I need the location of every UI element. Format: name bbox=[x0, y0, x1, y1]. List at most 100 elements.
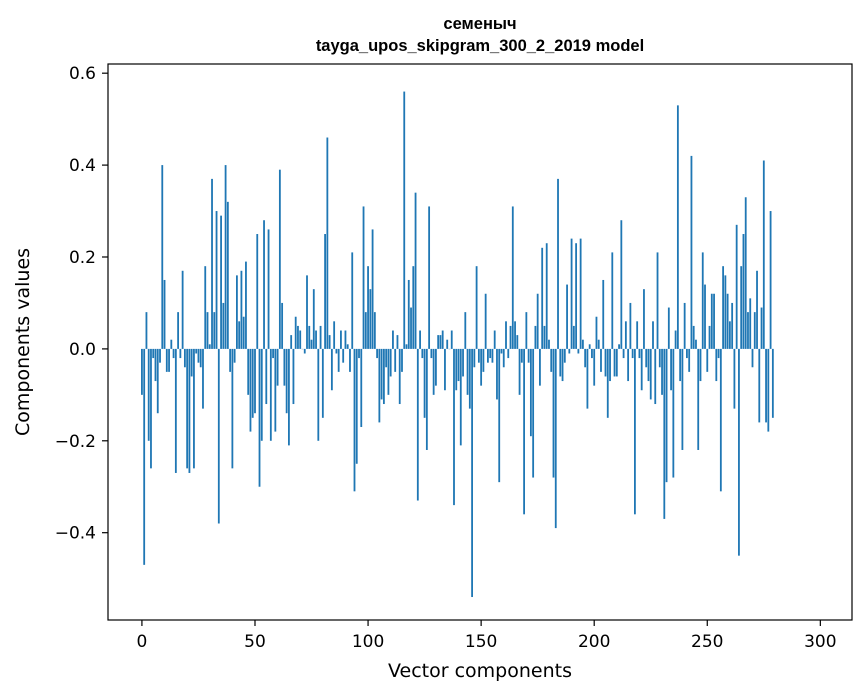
bar-252 bbox=[710, 293, 713, 349]
bar-231 bbox=[663, 348, 666, 519]
bar-90 bbox=[344, 330, 347, 349]
y-tick-label-4: 0.4 bbox=[69, 156, 96, 176]
bar-42 bbox=[236, 275, 238, 349]
bar-147 bbox=[473, 348, 476, 368]
bar-150 bbox=[480, 348, 483, 386]
chart-title-line-1: семеныч bbox=[443, 15, 516, 33]
bar-203 bbox=[600, 348, 602, 372]
bar-237 bbox=[676, 105, 679, 349]
bar-253 bbox=[713, 293, 715, 349]
bar-189 bbox=[568, 348, 571, 354]
bar-92 bbox=[349, 348, 351, 372]
bar-141 bbox=[459, 348, 462, 446]
bar-78 bbox=[317, 348, 320, 441]
bar-64 bbox=[285, 348, 288, 414]
bar-172 bbox=[529, 348, 532, 437]
bar-89 bbox=[342, 348, 345, 363]
bar-274 bbox=[760, 307, 763, 349]
bar-271 bbox=[753, 312, 756, 349]
bar-108 bbox=[385, 348, 388, 368]
bar-265 bbox=[740, 266, 743, 349]
bar-40 bbox=[231, 348, 234, 469]
bar-39 bbox=[229, 348, 232, 372]
bar-166 bbox=[516, 335, 519, 349]
bar-135 bbox=[446, 339, 449, 349]
bar-239 bbox=[681, 348, 684, 450]
bar-106 bbox=[380, 348, 383, 400]
bar-77 bbox=[315, 330, 317, 349]
bar-103 bbox=[373, 312, 376, 349]
bar-8 bbox=[159, 348, 161, 363]
bar-53 bbox=[260, 348, 263, 441]
bar-173 bbox=[532, 348, 535, 478]
bar-142 bbox=[462, 348, 464, 377]
bar-24 bbox=[195, 348, 198, 354]
bar-51 bbox=[256, 234, 259, 349]
bar-258 bbox=[724, 275, 727, 349]
bar-63 bbox=[283, 348, 286, 386]
bar-146 bbox=[471, 348, 473, 598]
bar-214 bbox=[624, 321, 627, 349]
bar-109 bbox=[387, 348, 390, 395]
bar-127 bbox=[428, 206, 431, 349]
bar-174 bbox=[534, 325, 537, 349]
bar-116 bbox=[403, 91, 406, 349]
bar-236 bbox=[674, 330, 677, 349]
bar-152 bbox=[484, 293, 487, 349]
bar-99 bbox=[364, 312, 367, 349]
bar-261 bbox=[731, 302, 734, 349]
bar-215 bbox=[627, 348, 630, 382]
bar-95 bbox=[355, 348, 358, 464]
bar-65 bbox=[288, 348, 290, 446]
bar-93 bbox=[351, 252, 354, 349]
bar-165 bbox=[514, 321, 516, 349]
bar-72 bbox=[303, 348, 306, 354]
bar-34 bbox=[217, 348, 220, 524]
bar-9 bbox=[161, 165, 164, 349]
bar-13 bbox=[170, 339, 173, 349]
bar-209 bbox=[613, 348, 616, 377]
bar-164 bbox=[511, 206, 514, 349]
bar-139 bbox=[455, 348, 458, 391]
bar-138 bbox=[453, 348, 455, 506]
bar-21 bbox=[188, 348, 191, 473]
bar-275 bbox=[762, 160, 765, 349]
bar-149 bbox=[477, 348, 480, 363]
bar-52 bbox=[258, 348, 261, 487]
bar-178 bbox=[543, 325, 546, 349]
bar-55 bbox=[265, 348, 268, 405]
bar-1 bbox=[143, 348, 146, 565]
bar-208 bbox=[611, 252, 614, 349]
bar-62 bbox=[281, 302, 284, 349]
x-tick-label-150: 150 bbox=[465, 632, 497, 652]
bar-181 bbox=[550, 348, 553, 372]
bar-206 bbox=[606, 348, 609, 418]
bar-185 bbox=[559, 348, 562, 377]
bar-94 bbox=[353, 348, 356, 492]
bar-57 bbox=[269, 348, 272, 441]
y-tick-label-3: 0.2 bbox=[69, 248, 96, 268]
bar-119 bbox=[410, 307, 412, 349]
bar-228 bbox=[656, 252, 659, 349]
bar-100 bbox=[367, 266, 369, 349]
bar-176 bbox=[539, 348, 541, 386]
bar-244 bbox=[692, 325, 695, 349]
bar-235 bbox=[672, 348, 675, 478]
bar-254 bbox=[715, 348, 718, 382]
bar-223 bbox=[645, 348, 648, 368]
bar-160 bbox=[502, 348, 505, 368]
bar-117 bbox=[405, 344, 408, 349]
bar-230 bbox=[661, 348, 663, 395]
bar-232 bbox=[665, 348, 668, 483]
bar-175 bbox=[536, 293, 539, 349]
bar-212 bbox=[620, 220, 623, 349]
bar-112 bbox=[394, 348, 397, 372]
bar-123 bbox=[419, 330, 421, 349]
bar-168 bbox=[520, 348, 523, 363]
bar-161 bbox=[505, 321, 507, 349]
bar-128 bbox=[430, 348, 433, 359]
bar-262 bbox=[733, 348, 736, 409]
bar-204 bbox=[602, 279, 605, 349]
bar-3 bbox=[147, 348, 150, 441]
